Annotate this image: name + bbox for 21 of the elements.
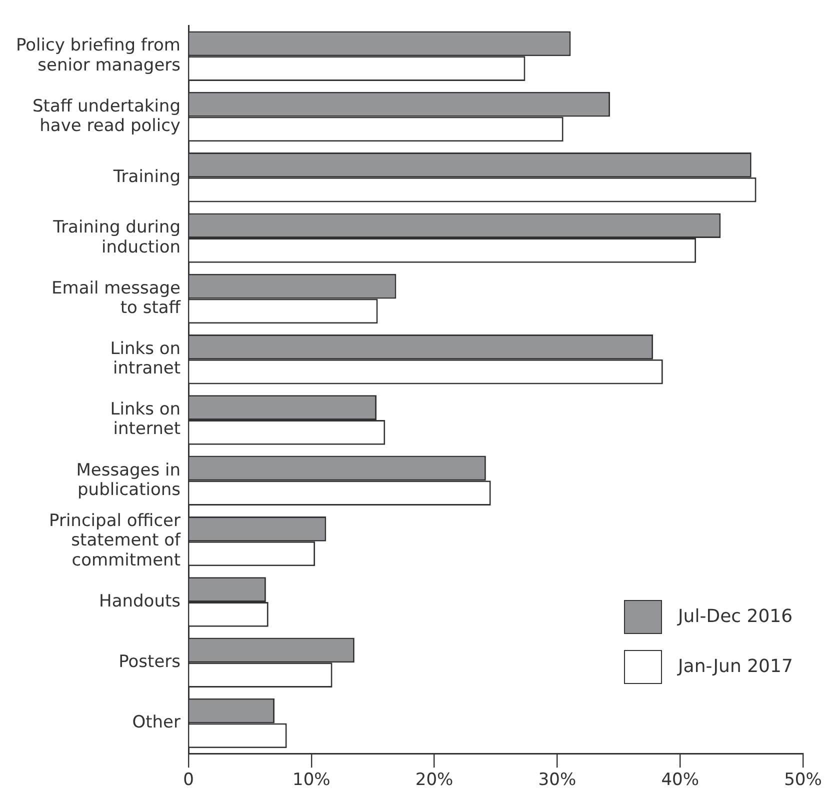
y-tick-label: Email message to staff <box>52 278 182 318</box>
x-tick-label: 10% <box>292 770 330 790</box>
x-tick-label: 30% <box>538 770 576 790</box>
y-tick-label: Training during induction <box>52 218 181 258</box>
y-tick-label: Messages in publications <box>76 460 181 500</box>
x-tick-label: 20% <box>415 770 454 790</box>
legend-entry: Jan-Jun 2017 <box>624 650 793 684</box>
y-tick-label: Links on internet <box>110 400 181 440</box>
y-tick-label: Links on intranet <box>110 339 181 379</box>
legend-label: Jul-Dec 2016 <box>678 606 793 628</box>
y-tick-label: Handouts <box>99 591 181 612</box>
x-tick-label: 40% <box>661 770 699 790</box>
y-tick-label: Staff undertaking have read policy <box>32 96 181 136</box>
y-tick-label: Other <box>132 712 181 733</box>
y-tick-label: Training <box>112 166 181 187</box>
y-tick-label: Policy briefing from senior managers <box>16 36 181 76</box>
y-tick-label: Principal officer statement of commitment <box>49 511 182 570</box>
x-tick-label: 50% <box>784 770 822 790</box>
legend-entry: Jul-Dec 2016 <box>624 600 793 634</box>
x-tick-label: 0 <box>183 770 194 790</box>
y-tick-label: Posters <box>118 652 181 672</box>
